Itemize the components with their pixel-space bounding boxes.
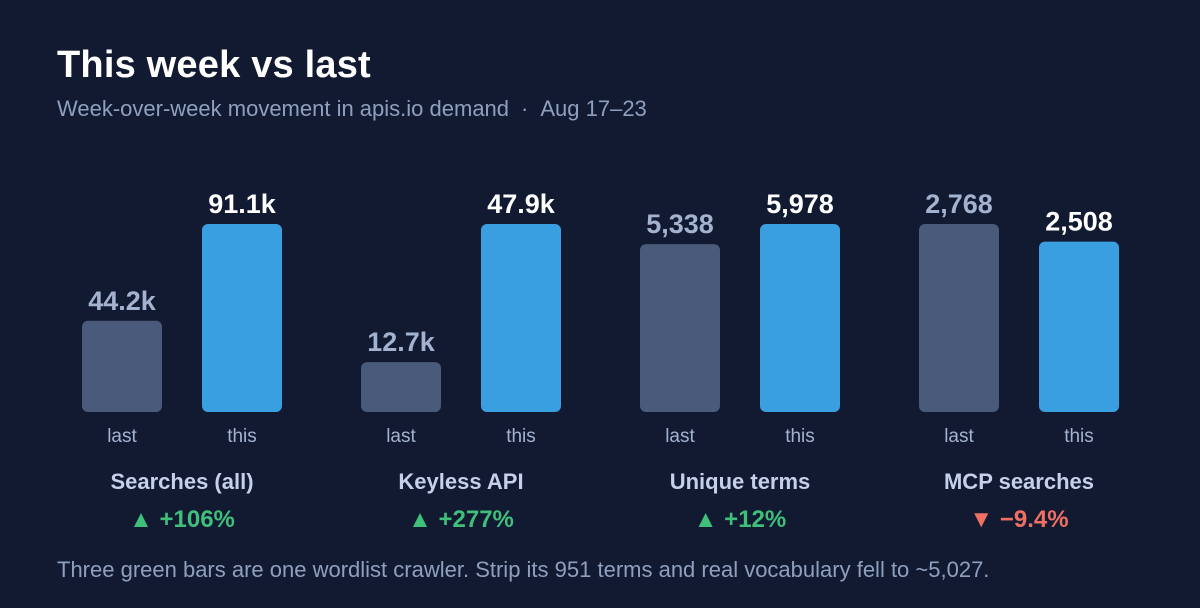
group-name-keyless-api: Keyless API [398, 469, 523, 494]
change-label-mcp-searches: ▼ −9.4% [969, 506, 1068, 533]
group-name-searches-all: Searches (all) [110, 469, 253, 494]
bar-this-keyless-api [481, 224, 561, 412]
value-label-last-keyless-api: 12.7k [367, 327, 436, 357]
group-name-unique-terms: Unique terms [670, 469, 811, 494]
bar-category-this-searches-all: this [227, 426, 257, 447]
bar-last-keyless-api [361, 362, 441, 412]
bar-last-unique-terms [640, 244, 720, 412]
change-label-keyless-api: ▲ +277% [408, 506, 514, 533]
change-label-searches-all: ▲ +106% [129, 506, 235, 533]
value-label-last-mcp-searches: 2,768 [925, 189, 993, 219]
bar-category-last-unique-terms: last [665, 426, 695, 447]
bar-category-last-searches-all: last [107, 426, 137, 447]
value-label-this-keyless-api: 47.9k [487, 189, 556, 219]
group-name-mcp-searches: MCP searches [944, 469, 1094, 494]
bar-this-unique-terms [760, 224, 840, 412]
chart-title: This week vs last [57, 44, 371, 86]
subtitle-separator: · [521, 96, 529, 121]
value-label-this-mcp-searches: 2,508 [1045, 207, 1113, 237]
change-label-unique-terms: ▲ +12% [694, 506, 786, 533]
bar-category-this-mcp-searches: this [1064, 426, 1094, 447]
bar-category-this-unique-terms: this [785, 426, 815, 447]
value-label-this-searches-all: 91.1k [208, 189, 277, 219]
value-label-last-unique-terms: 5,338 [646, 209, 714, 239]
chart-subtitle: Week-over-week movement in apis.io deman… [57, 96, 647, 122]
bar-last-mcp-searches [919, 224, 999, 412]
bar-this-searches-all [202, 224, 282, 412]
footnote: Three green bars are one wordlist crawle… [57, 557, 990, 582]
bar-category-last-mcp-searches: last [944, 426, 974, 447]
bar-this-mcp-searches [1039, 241, 1119, 412]
subtitle-text: Week-over-week movement in apis.io deman… [57, 96, 510, 121]
bar-category-this-keyless-api: this [506, 426, 536, 447]
value-label-this-unique-terms: 5,978 [766, 189, 834, 219]
bar-category-last-keyless-api: last [386, 426, 416, 447]
bar-last-searches-all [82, 320, 162, 412]
date-range: Aug 17–23 [540, 96, 647, 121]
value-label-last-searches-all: 44.2k [88, 286, 157, 316]
